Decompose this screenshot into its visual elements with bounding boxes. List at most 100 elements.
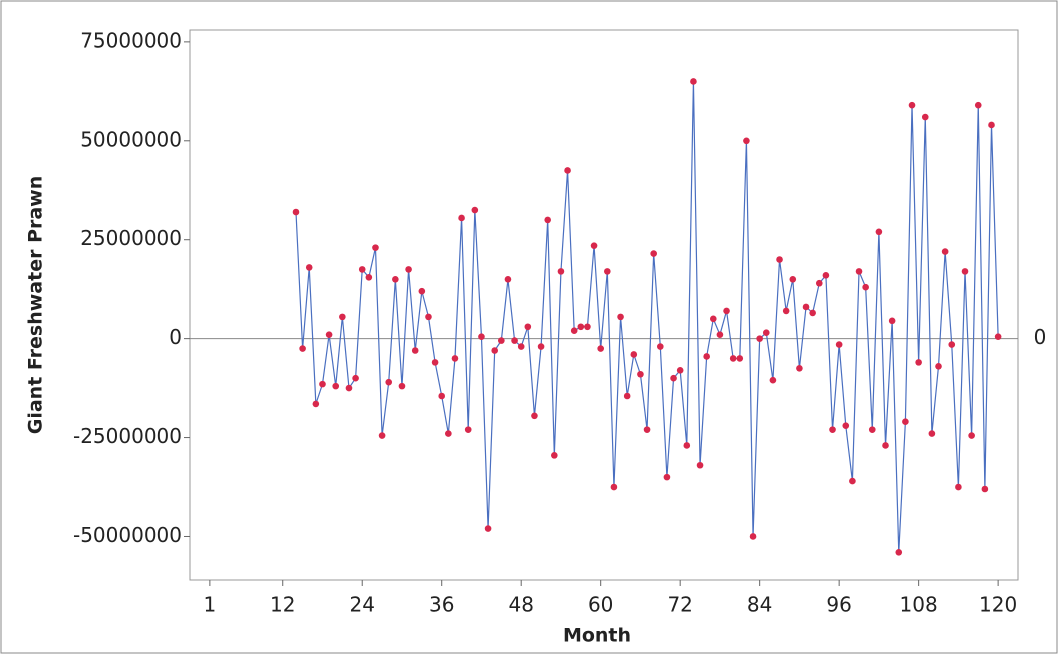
data-point xyxy=(411,347,419,354)
data-point xyxy=(431,359,439,366)
data-point xyxy=(451,355,459,362)
data-point xyxy=(604,268,611,275)
data-point xyxy=(557,268,565,275)
data-point xyxy=(643,426,651,433)
data-point xyxy=(961,268,969,275)
data-point xyxy=(299,345,306,352)
data-point xyxy=(498,337,505,344)
data-point xyxy=(398,382,406,390)
data-point xyxy=(312,400,320,408)
data-point xyxy=(623,392,631,400)
y-tick-label: 50000000 xyxy=(80,127,182,151)
data-point xyxy=(325,331,333,338)
x-axis-title: Month xyxy=(563,625,631,647)
data-point xyxy=(789,275,797,283)
data-point xyxy=(974,101,982,109)
data-point xyxy=(941,248,949,255)
x-tick-label: 108 xyxy=(900,593,938,617)
data-point xyxy=(352,374,359,382)
data-point xyxy=(570,327,578,335)
data-point xyxy=(862,283,869,291)
data-point xyxy=(484,525,492,532)
data-point xyxy=(332,382,340,390)
data-point xyxy=(809,309,816,317)
data-point xyxy=(683,442,691,449)
y-tick-label: -25000000 xyxy=(73,424,182,448)
data-point xyxy=(994,333,1002,340)
data-point xyxy=(749,533,757,540)
data-point xyxy=(524,323,532,331)
x-tick-label: 84 xyxy=(747,593,772,617)
data-point xyxy=(650,250,657,257)
data-point xyxy=(882,442,889,449)
data-point xyxy=(319,380,326,388)
data-point xyxy=(935,363,942,370)
data-point xyxy=(849,477,856,485)
y-tick-label: -50000000 xyxy=(73,523,182,547)
data-point xyxy=(981,485,989,493)
x-tick-label: 48 xyxy=(508,593,533,617)
data-point xyxy=(418,287,426,295)
data-point xyxy=(345,384,353,392)
y-tick-label: 0 xyxy=(169,325,182,349)
data-point xyxy=(743,137,750,145)
reference-label: 0 xyxy=(1034,325,1047,349)
data-point xyxy=(305,264,313,271)
data-point xyxy=(822,272,830,279)
data-point xyxy=(729,355,737,362)
data-point xyxy=(590,242,598,249)
data-point xyxy=(292,208,300,216)
data-point xyxy=(928,430,936,437)
data-point xyxy=(769,376,777,384)
data-point xyxy=(577,323,585,331)
data-point xyxy=(921,113,929,121)
data-point xyxy=(378,432,386,439)
x-tick-label: 1 xyxy=(204,593,217,617)
data-point xyxy=(968,432,975,439)
data-point xyxy=(842,422,850,429)
data-point xyxy=(372,244,379,251)
data-point xyxy=(610,483,618,491)
data-point xyxy=(365,274,373,281)
data-point xyxy=(445,430,452,437)
data-point xyxy=(504,275,512,283)
data-point xyxy=(630,351,638,358)
x-tick-label: 24 xyxy=(349,593,374,617)
data-point xyxy=(815,279,823,287)
data-point xyxy=(703,353,710,360)
y-tick-label: 75000000 xyxy=(80,28,182,52)
data-point xyxy=(438,392,446,400)
data-point xyxy=(895,549,903,556)
data-point xyxy=(471,206,479,214)
data-point xyxy=(617,313,624,321)
data-point xyxy=(392,275,399,283)
data-point xyxy=(597,345,604,352)
data-point xyxy=(458,214,465,222)
data-point xyxy=(657,343,664,350)
data-point xyxy=(875,228,883,236)
data-point xyxy=(464,426,472,433)
data-point xyxy=(915,359,922,366)
x-tick-label: 60 xyxy=(588,593,613,617)
data-point xyxy=(829,426,836,433)
data-point xyxy=(716,331,724,338)
data-point xyxy=(802,303,810,311)
data-point xyxy=(723,307,730,315)
x-tick-label: 36 xyxy=(429,593,454,617)
data-point xyxy=(517,343,525,350)
data-point xyxy=(425,313,432,321)
data-point xyxy=(762,329,770,336)
x-tick-label: 72 xyxy=(667,593,692,617)
x-tick-label: 12 xyxy=(270,593,295,617)
data-point xyxy=(405,266,412,273)
data-point xyxy=(551,452,558,459)
data-point xyxy=(584,323,591,331)
x-tick-label: 96 xyxy=(826,593,851,617)
data-point xyxy=(855,268,863,275)
data-point xyxy=(637,370,644,378)
data-point xyxy=(736,355,744,362)
data-point xyxy=(955,483,962,491)
data-point xyxy=(709,315,717,323)
data-point xyxy=(676,366,684,374)
